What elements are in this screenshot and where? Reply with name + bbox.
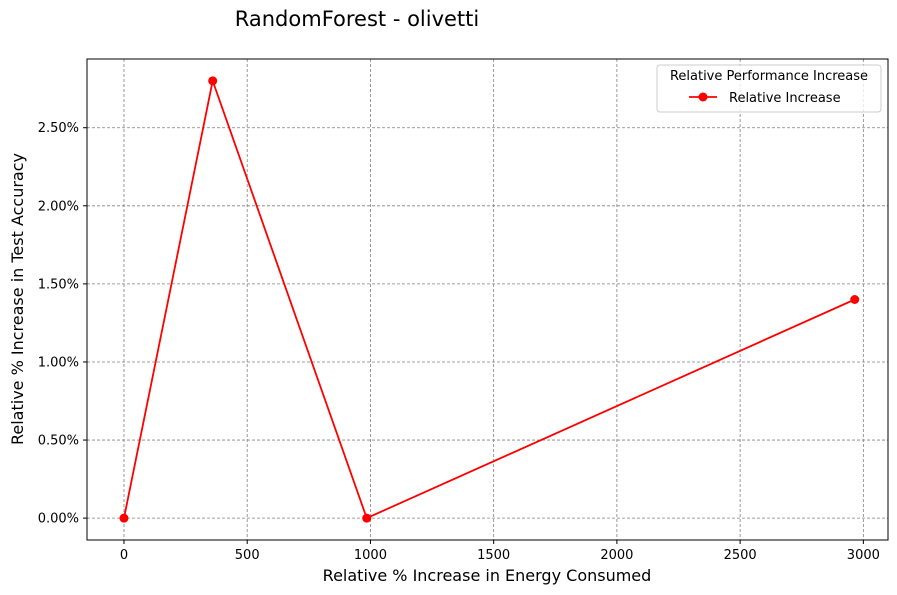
legend: Relative Performance Increase Relative I…	[656, 64, 882, 113]
y-axis-label: Relative % Increase in Test Accuracy	[8, 153, 27, 445]
plot-frame	[86, 58, 889, 541]
legend-box	[656, 64, 882, 113]
grid	[87, 59, 888, 540]
x-tick-label: 500	[235, 548, 260, 563]
y-tick-label: 0.50%	[38, 434, 79, 449]
y-tick-label: 0.00%	[38, 512, 79, 527]
y-tick-label: 1.00%	[38, 355, 79, 370]
legend-title: Relative Performance Increase	[670, 69, 868, 84]
data-point	[208, 76, 218, 86]
x-tick-label: 2500	[724, 548, 757, 563]
series-line	[123, 79, 856, 520]
x-tick-label: 0	[120, 548, 128, 563]
chart-title: RandomForest - olivetti	[235, 7, 479, 31]
y-tick-label: 2.00%	[38, 199, 79, 214]
x-axis-label: Relative % Increase in Energy Consumed	[323, 566, 652, 585]
series-layer	[119, 76, 860, 523]
x-tick-label: 2000	[600, 548, 633, 563]
ticks: 0 500 1000 1500 2000 2500 3000 0.00% 0.50% 1.00% 1…	[38, 121, 880, 563]
x-tick-label: 3000	[847, 548, 880, 563]
x-tick-label: 1500	[477, 548, 510, 563]
y-tick-label: 1.50%	[38, 277, 79, 292]
data-point	[850, 295, 860, 304]
data-point	[362, 513, 372, 523]
legend-marker-swatch	[698, 92, 708, 102]
y-tick-label: 2.50%	[38, 121, 79, 136]
x-tick-label: 1000	[354, 548, 387, 563]
legend-entry-label: Relative Increase	[729, 91, 841, 106]
data-point	[119, 513, 129, 523]
